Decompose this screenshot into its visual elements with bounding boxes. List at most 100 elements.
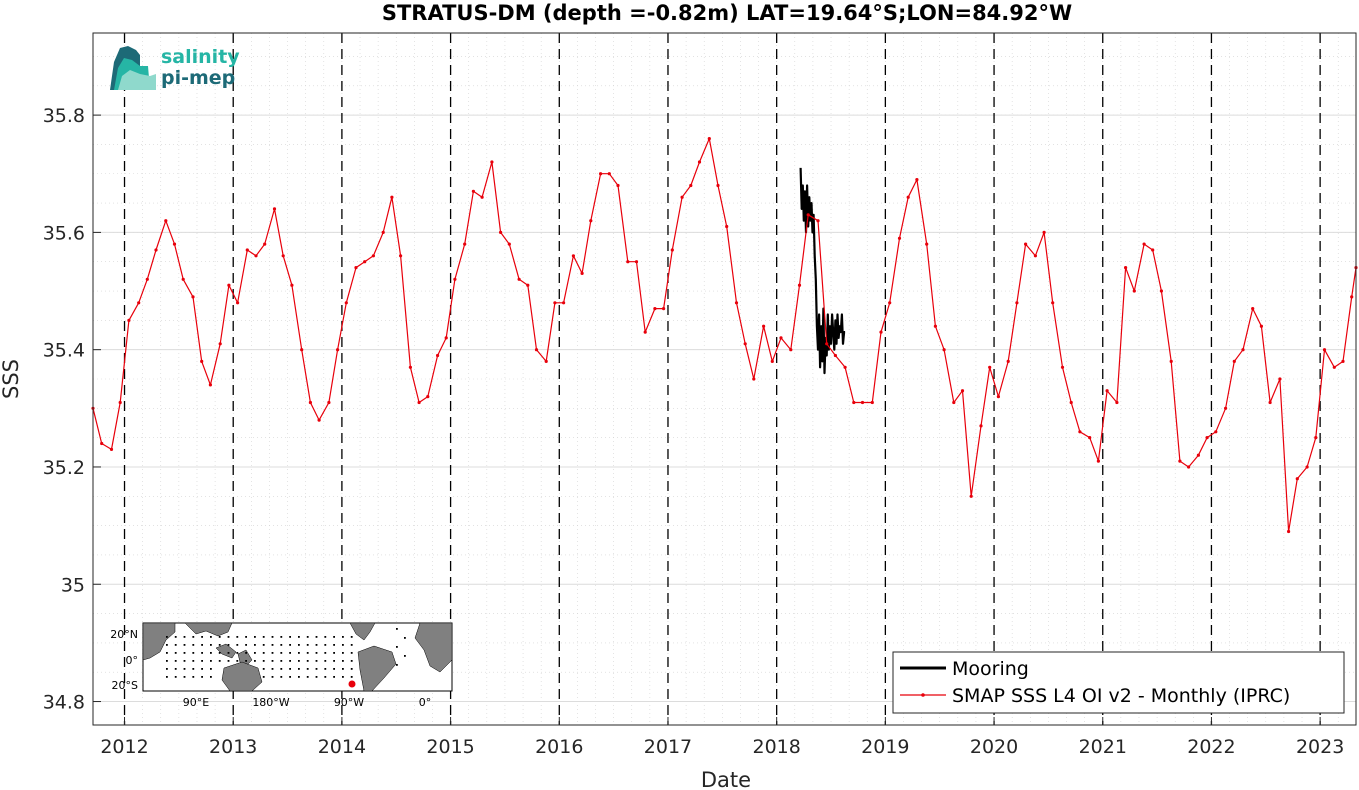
data-point-smap [960,389,965,393]
data-point-smap [852,400,856,405]
data-point-smap [816,219,820,223]
inset-mooring-dot [174,652,177,654]
x-tick-label: 2021 [1079,736,1127,758]
inset-mooring-dot [350,636,353,638]
inset-mooring-dot [324,676,327,678]
inset-mooring-dot [245,644,247,646]
data-point-smap [626,260,630,264]
inset-mooring-dot [289,676,291,678]
inset-mooring-dot [350,668,353,670]
data-point-smap [534,348,539,352]
data-point-smap [589,219,593,223]
data-point-smap [517,277,521,281]
data-point-smap [1295,477,1299,481]
inset-mooring-dot [210,668,212,670]
inset-mooring-dot [298,676,300,678]
data-point-smap [118,400,122,405]
data-point-smap [1042,230,1046,234]
inset-lon-label-90w: 90°W [334,696,364,709]
y-tick-label: 35 [61,574,85,596]
inset-mooring-dot [280,668,283,670]
inset-mooring-dot [201,644,203,646]
data-point-smap [1196,453,1200,457]
inset-mooring-dot [227,636,230,638]
y-tick-label: 34.8 [43,692,85,714]
inset-mooring-dot [174,644,177,646]
wave-icon [110,46,156,90]
data-point-smap [599,172,603,176]
data-point-smap [743,342,747,346]
inset-map-frame [142,622,453,692]
data-point-smap [969,494,973,498]
inset-mooring-dot [262,668,265,670]
x-tick-label: 2019 [861,736,909,758]
data-point-smap [317,418,321,422]
x-tick-label: 2018 [752,736,800,758]
inset-mooring-dot [271,644,274,646]
inset-lon-label-180w: 180°W [252,696,289,709]
data-point-smap [734,301,739,305]
inset-mooring-dot [166,660,168,662]
data-point-smap [444,336,448,340]
data-point-smap [1278,377,1282,381]
inset-mooring-dot [166,644,168,646]
data-point-smap [1124,266,1128,270]
data-point-smap [371,254,375,258]
inset-mooring-dot [262,644,265,646]
inset-mooring-dot [324,644,327,646]
inset-mooring-dot [183,676,186,678]
data-point-smap [1151,248,1155,252]
x-axis-label: Date [701,768,751,790]
data-point-smap [1178,459,1182,463]
inset-mooring-dot [324,668,327,670]
chart-title: STRATUS-DM (depth =-0.82m) LAT=19.64°S;L… [382,1,1072,25]
data-point-smap [308,400,312,405]
inset-mooring-dot [174,668,177,670]
inset-mooring-dot [315,676,318,678]
data-point-smap [471,189,475,193]
inset-mooring-dot [183,660,186,662]
data-point-smap [942,348,946,352]
inset-mooring-dot [262,676,265,678]
data-point-smap [354,266,358,270]
data-point-smap [725,224,729,229]
data-point-smap [154,248,158,252]
data-point-smap [463,242,467,246]
inset-mooring-dot [236,660,239,662]
axis-ticks: 34.8 35 35.2 35.4 35.6 35.8 2012 2013 2014 2015 20… [43,105,1345,758]
data-point-smap [915,178,919,182]
legend-label-smap: SMAP SSS L4 OI v2 - Monthly (IPRC) [952,685,1290,707]
salinity-pi-mep-logo: salinity pi-mep [110,46,240,90]
inset-mooring-dot [315,636,318,638]
data-point-smap [1259,324,1263,328]
logo-text-pi-mep: pi-mep [161,67,235,89]
data-point-smap [336,348,340,352]
inset-mooring-dot [166,652,168,654]
logo-text-salinity: salinity [161,46,240,68]
inset-mooring-dot [350,652,353,654]
x-tick-label: 2023 [1296,736,1344,758]
y-axis-label: SSS [0,359,23,399]
inset-mooring-dot [324,636,327,638]
data-point-smap [1132,289,1136,293]
data-point-smap [480,195,484,199]
data-point-smap [1105,389,1109,393]
inset-mooring-dot [306,668,309,670]
inset-mooring-dot [218,636,221,638]
data-point-smap [952,400,956,405]
inset-mooring-dot [271,636,274,638]
data-point-smap [1251,307,1255,311]
inset-mooring-dot [201,668,203,670]
data-point-smap [544,359,548,363]
data-point-smap [344,301,348,305]
x-tick-label: 2012 [100,736,148,758]
inset-mooring-dot [210,636,212,638]
inset-mooring-dot [183,668,186,670]
inset-mooring-dot [350,660,353,662]
data-point-smap [1332,365,1336,369]
inset-mooring-dot [262,660,265,662]
legend-box [892,651,1345,714]
inset-lon-label-0: 0° [419,696,432,709]
inset-mooring-dot [396,646,398,648]
inset-mooring-dot [350,676,353,678]
